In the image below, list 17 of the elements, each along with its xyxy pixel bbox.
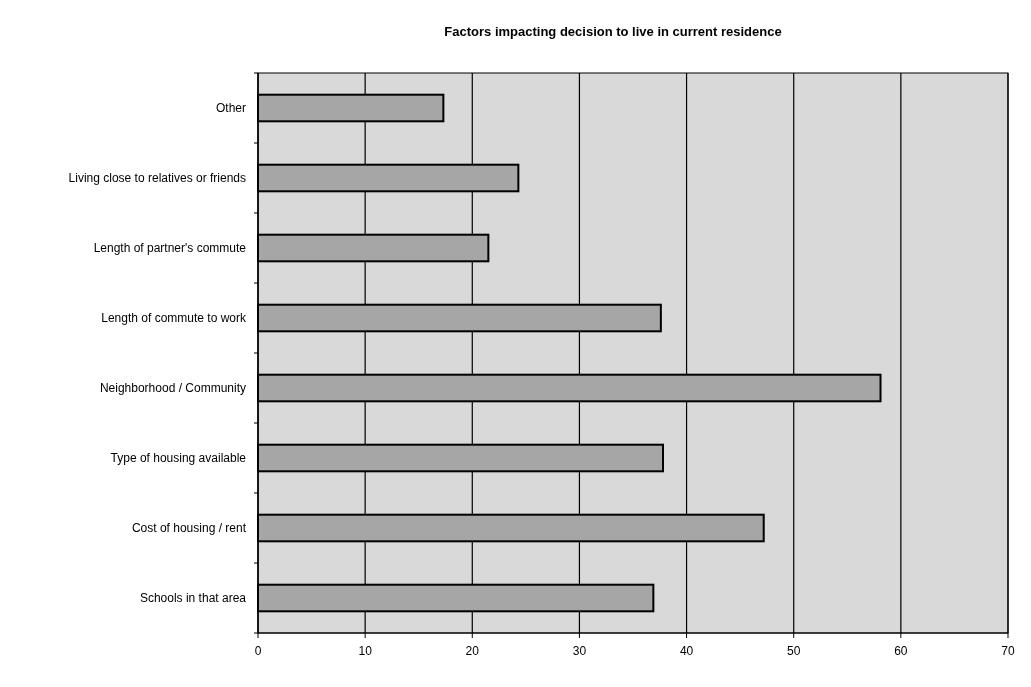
y-tick-label: Length of commute to work bbox=[101, 311, 247, 326]
y-tick-label: Living close to relatives or friends bbox=[68, 171, 246, 186]
x-tick-label: 10 bbox=[358, 644, 373, 658]
x-tick-label: 30 bbox=[572, 644, 587, 658]
y-tick-label: Schools in that area bbox=[139, 591, 247, 606]
x-tick-label: 20 bbox=[465, 644, 480, 658]
y-tick-label: Cost of housing / rent bbox=[131, 521, 247, 536]
x-tick-label: 60 bbox=[894, 644, 908, 658]
y-tick-label: Type of housing available bbox=[110, 451, 247, 466]
y-tick-label: Neighborhood / Community bbox=[99, 381, 246, 396]
x-tick-label: 50 bbox=[787, 644, 801, 658]
x-tick-label: 0 bbox=[254, 644, 262, 658]
chart-title: Factors impacting decision to live in current residence bbox=[444, 24, 782, 39]
x-tick-label: 70 bbox=[1001, 644, 1015, 658]
y-tick-label: Other bbox=[215, 101, 246, 116]
y-tick-label: Length of partner's commute bbox=[93, 241, 247, 256]
x-tick-label: 40 bbox=[679, 644, 694, 658]
